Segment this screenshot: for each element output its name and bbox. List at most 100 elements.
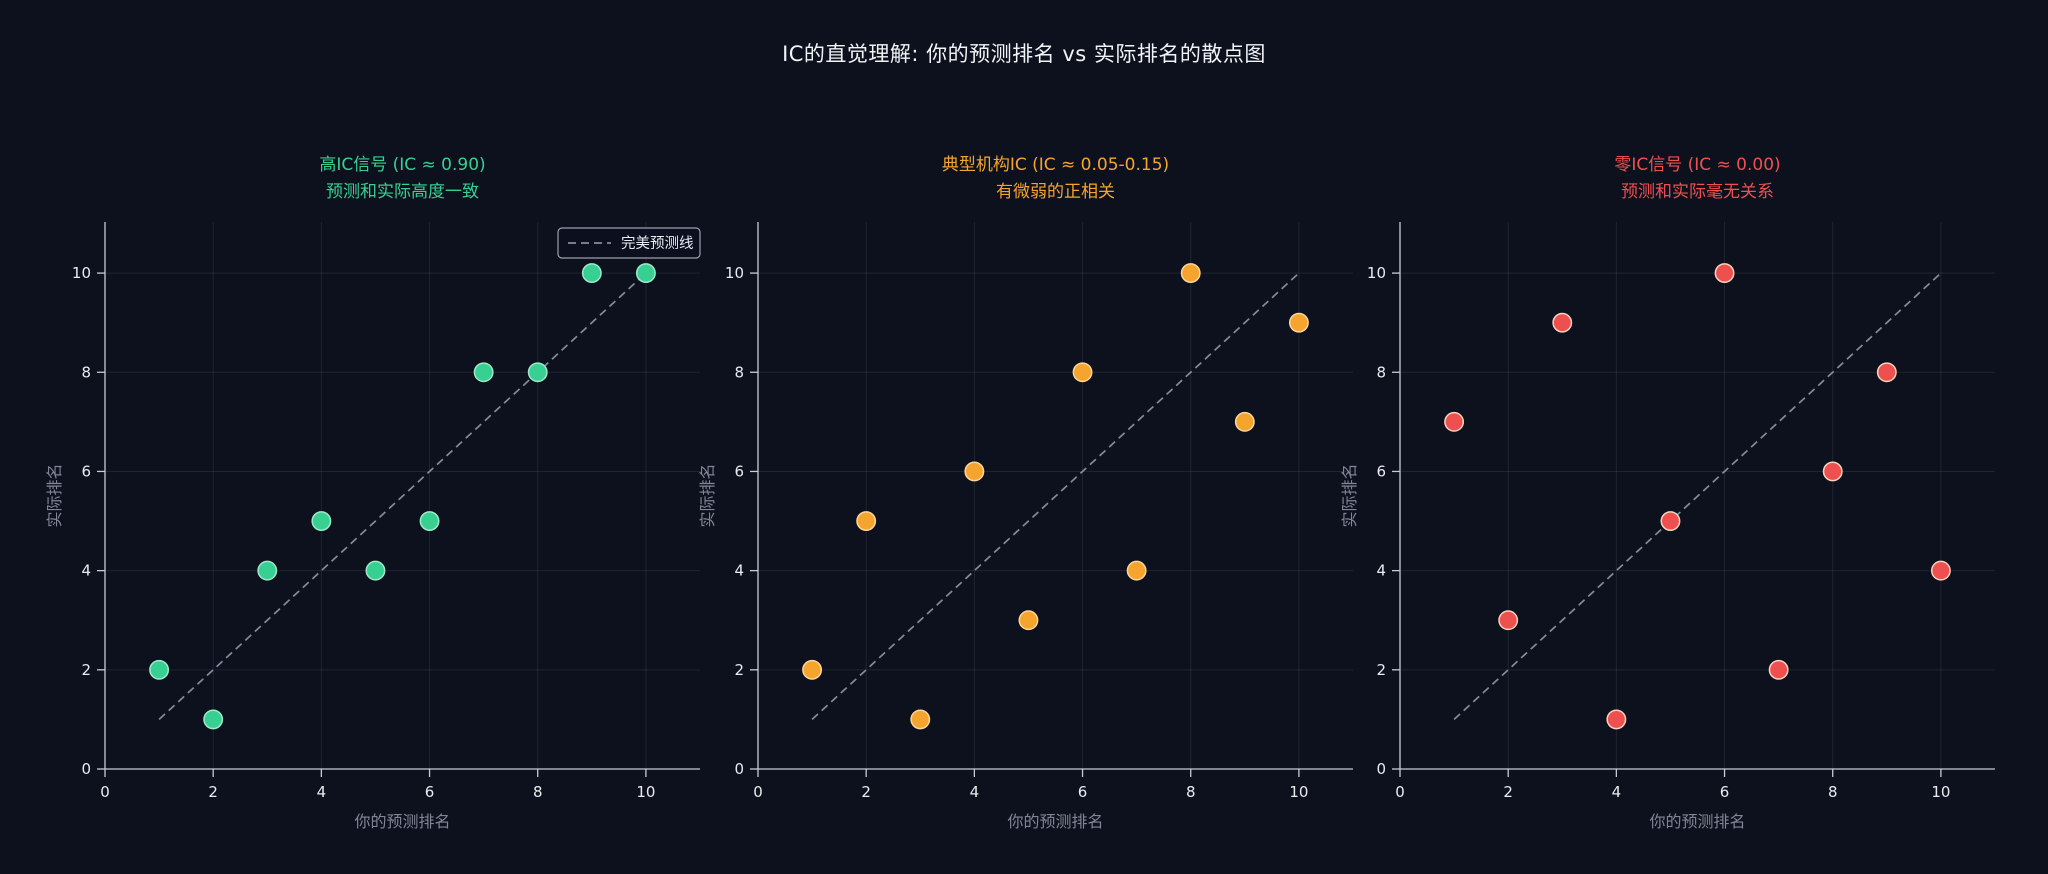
scatter-point — [149, 659, 170, 680]
scatter-point — [1930, 560, 1951, 581]
scatter-point — [473, 362, 494, 383]
y-tick-label: 4 — [734, 562, 744, 580]
x-tick-label: 6 — [1078, 783, 1088, 801]
chart-title-line1: 典型机构IC (IC ≈ 0.05-0.15) — [941, 155, 1170, 175]
x-axis-label: 你的预测排名 — [354, 812, 450, 831]
scatter-point — [856, 511, 877, 531]
x-axis-ticks: 0 2 4 6 8 10 — [753, 769, 1308, 801]
chart-title-zero-ic: 零IC信号 (IC ≈ 0.00) 预测和实际毫无关系 — [1400, 152, 1995, 206]
y-tick-label: 6 — [1376, 462, 1386, 480]
x-tick-label: 10 — [1931, 783, 1950, 801]
scatter-point — [527, 362, 548, 383]
chart-typical-ic: 典型机构IC (IC ≈ 0.05-0.15) 有微弱的正相关 0 2 4 6 8 10 0… — [668, 140, 1378, 840]
scatter-point — [635, 263, 656, 284]
chart-title-line2: 预测和实际毫无关系 — [1621, 182, 1774, 202]
x-axis-label: 你的预测排名 — [1649, 812, 1745, 831]
scatter-point — [1180, 263, 1201, 284]
scatter-point — [1714, 263, 1735, 284]
perfect-prediction-line — [811, 272, 1300, 721]
chart-title-line2: 预测和实际高度一致 — [326, 182, 479, 202]
x-tick-label: 0 — [100, 783, 110, 801]
scatter-point — [1606, 709, 1627, 730]
chart-zero-ic: 零IC信号 (IC ≈ 0.00) 预测和实际毫无关系 0 2 4 6 8 10 0 2 4 6 8… — [1310, 140, 2020, 840]
y-axis-label: 实际排名 — [698, 463, 717, 527]
axes-spines — [757, 222, 1353, 770]
y-tick-label: 10 — [72, 264, 91, 282]
scatter-point — [1552, 312, 1573, 333]
x-tick-label: 2 — [861, 783, 871, 801]
y-tick-label: 0 — [1376, 760, 1386, 778]
scatter-point — [1288, 312, 1309, 333]
chart-title-line2: 有微弱的正相关 — [996, 182, 1115, 202]
x-tick-label: 0 — [1395, 783, 1405, 801]
scatter-point — [1126, 560, 1147, 581]
scatter-plot-typical-ic: 0 2 4 6 8 10 0 2 4 6 8 10 你的预测排名 实际排名 — [698, 222, 1353, 831]
y-axis-ticks: 0 2 4 6 8 10 — [725, 264, 758, 778]
x-axis-ticks: 0 2 4 6 8 10 — [1395, 769, 1950, 801]
chart-title-line1: 零IC信号 (IC ≈ 0.00) — [1614, 155, 1781, 175]
legend-label: 完美预测线 — [621, 235, 694, 252]
x-tick-label: 0 — [753, 783, 763, 801]
x-tick-label: 2 — [208, 783, 218, 801]
figure-title: IC的直觉理解: 你的预测排名 vs 实际排名的散点图 — [782, 42, 1266, 66]
axes-spines — [104, 222, 700, 770]
perfect-prediction-line — [158, 272, 647, 721]
legend-box — [557, 227, 701, 259]
scatter-point — [203, 709, 224, 730]
x-tick-label: 8 — [1828, 783, 1838, 801]
legend: 完美预测线 — [557, 227, 701, 259]
x-tick-label: 4 — [317, 783, 327, 801]
y-tick-label: 0 — [81, 760, 91, 778]
scatter-point — [1498, 610, 1519, 631]
scatter-point — [365, 560, 386, 581]
scatter-points — [1444, 263, 1951, 730]
y-tick-label: 2 — [1376, 661, 1386, 679]
y-axis-label: 实际排名 — [45, 463, 64, 527]
y-tick-label: 4 — [1376, 562, 1386, 580]
x-axis-ticks: 0 2 4 6 8 10 — [100, 769, 655, 801]
chart-title-high-ic: 高IC信号 (IC ≈ 0.90) 预测和实际高度一致 — [105, 152, 700, 206]
scatter-point — [1444, 411, 1465, 432]
scatter-point — [1234, 411, 1255, 432]
y-tick-label: 10 — [1367, 264, 1386, 282]
y-tick-label: 6 — [81, 462, 91, 480]
y-tick-label: 8 — [81, 363, 91, 381]
x-tick-label: 8 — [1186, 783, 1196, 801]
scatter-point — [1768, 659, 1789, 680]
y-axis-label: 实际排名 — [1340, 463, 1359, 527]
x-tick-label: 10 — [636, 783, 655, 801]
x-tick-label: 8 — [533, 783, 543, 801]
x-tick-label: 10 — [1289, 783, 1308, 801]
scatter-plot-high-ic: 0 2 4 6 8 10 0 2 4 6 8 10 你的预测排名 实际排名 完美预测线 — [45, 222, 701, 831]
scatter-plot-zero-ic: 0 2 4 6 8 10 0 2 4 6 8 10 你的预测排名 实际排名 — [1340, 222, 1995, 831]
perfect-prediction-line — [1453, 272, 1942, 721]
scatter-point — [1072, 362, 1093, 383]
y-tick-label: 0 — [734, 760, 744, 778]
scatter-point — [257, 560, 278, 581]
x-tick-label: 6 — [425, 783, 435, 801]
scatter-point — [311, 511, 332, 531]
scatter-point — [802, 659, 823, 680]
gridlines — [1400, 222, 1995, 769]
y-tick-label: 6 — [734, 462, 744, 480]
scatter-point — [964, 461, 985, 482]
scatter-points — [802, 263, 1309, 730]
chart-title-line1: 高IC信号 (IC ≈ 0.90) — [319, 155, 486, 175]
axes-spines — [1399, 222, 1995, 770]
y-axis-ticks: 0 2 4 6 8 10 — [72, 264, 105, 778]
x-tick-label: 6 — [1720, 783, 1730, 801]
y-tick-label: 2 — [81, 661, 91, 679]
scatter-point — [581, 263, 602, 284]
scatter-point — [910, 709, 931, 730]
y-tick-label: 8 — [1376, 363, 1386, 381]
y-axis-ticks: 0 2 4 6 8 10 — [1367, 264, 1400, 778]
x-axis-label: 你的预测排名 — [1007, 812, 1103, 831]
scatter-point — [1876, 362, 1897, 383]
y-tick-label: 2 — [734, 661, 744, 679]
scatter-point — [419, 511, 440, 531]
scatter-point — [1660, 511, 1681, 531]
y-tick-label: 4 — [81, 562, 91, 580]
chart-title-typical-ic: 典型机构IC (IC ≈ 0.05-0.15) 有微弱的正相关 — [758, 152, 1353, 206]
scatter-point — [1018, 610, 1039, 631]
